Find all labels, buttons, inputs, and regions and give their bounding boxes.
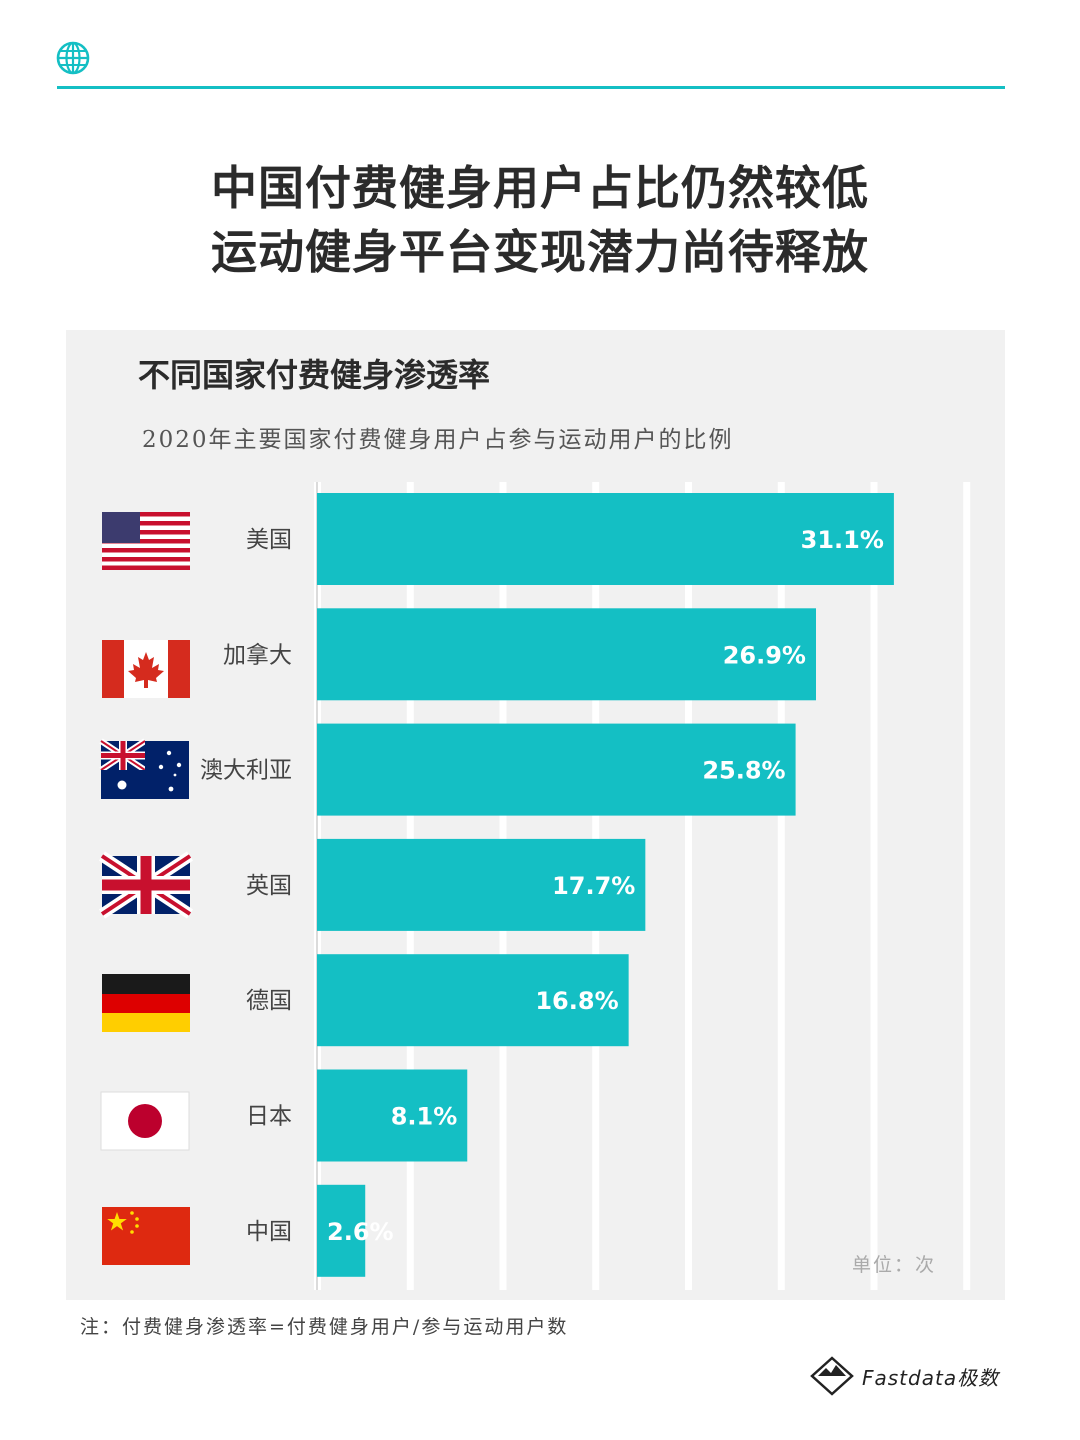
category-label: 加拿大 [223, 641, 292, 668]
headline-line-1: 中国付费健身用户占比仍然较低 [211, 161, 869, 215]
mountain-logo-icon [810, 1356, 854, 1396]
category-label: 日本 [246, 1104, 292, 1130]
brand-logo: Fastdata极数 [810, 1356, 999, 1396]
category-label: 英国 [246, 873, 292, 899]
germany-flag-icon [102, 974, 190, 1032]
bar-3 [317, 838, 646, 931]
bar-2 [317, 723, 796, 816]
unit-note: 单位：次 [852, 1254, 937, 1276]
chart-title: 不同国家付费健身渗透率 [138, 356, 491, 394]
japan-flag-icon [100, 1091, 190, 1151]
category-label: 美国 [246, 527, 292, 553]
value-label: 26.9% [723, 641, 806, 669]
headline-line-2: 运动健身平台变现潜力尚待释放 [211, 225, 869, 279]
category-label: 澳大利亚 [200, 758, 292, 784]
bar-0 [317, 493, 894, 585]
uk-flag-icon [98, 851, 194, 919]
footnote: 注：付费健身渗透率=付费健身用户/参与运动用户数 [80, 1316, 569, 1338]
category-label: 德国 [246, 988, 292, 1014]
bar-6 [317, 1184, 366, 1277]
globe-icon [56, 41, 90, 75]
grid-line [963, 482, 971, 1290]
bar-4 [317, 954, 629, 1047]
grid-line [777, 482, 785, 1290]
grid-line [870, 482, 878, 1290]
value-label: 8.1% [391, 1103, 458, 1131]
bar-5 [317, 1069, 468, 1162]
brand-name: Fastdata极数 [862, 1365, 1000, 1390]
value-label: 16.8% [535, 987, 618, 1015]
bar-1 [317, 608, 816, 701]
category-label: 中国 [246, 1219, 292, 1245]
us-flag-icon [102, 512, 190, 570]
australia-flag-icon [99, 738, 189, 799]
value-label: 31.1% [801, 526, 884, 554]
chart-subtitle: 2020年主要国家付费健身用户占参与运动用户的比例 [142, 427, 734, 453]
grid-line [685, 482, 692, 1290]
china-flag-icon [102, 1207, 190, 1265]
header-divider [57, 86, 1005, 89]
value-label: 2.6% [327, 1218, 394, 1246]
value-label: 25.8% [702, 757, 785, 785]
value-label: 17.7% [552, 872, 635, 900]
canada-flag-icon [102, 640, 190, 698]
